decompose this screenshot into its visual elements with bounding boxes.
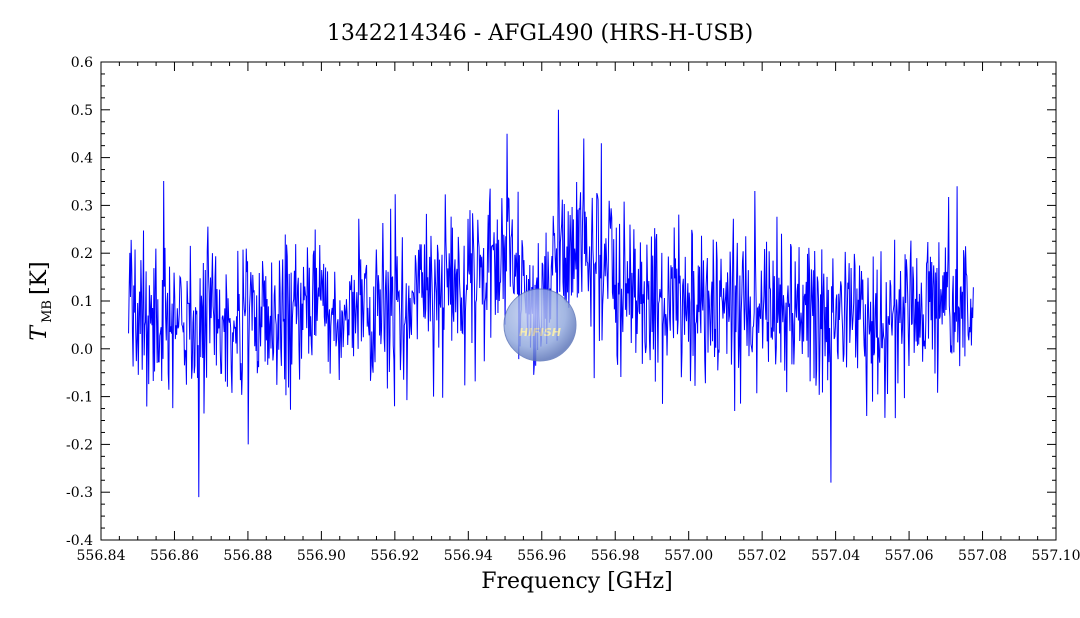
y-tick-label: 0.0 [71,342,93,358]
y-tick-label: -0.3 [66,485,93,501]
watermark-text: HIFISH [519,326,561,339]
x-tick-label: 557.08 [958,548,1007,564]
y-tick-label: -0.1 [66,390,93,406]
x-tick-label: 556.84 [77,548,126,564]
x-tick-label: 557.04 [811,548,860,564]
x-tick-label: 556.86 [150,548,199,564]
y-tick-label: 0.3 [71,198,93,214]
x-tick-labels: 556.84 556.86 556.88 556.90 556.92 556.94 556.… [77,548,1080,564]
x-tick-label: 556.96 [517,548,566,564]
x-tick-label: 557.06 [885,548,934,564]
y-axis-label-main: T [27,324,52,341]
x-tick-label: 557.02 [738,548,787,564]
x-tick-label: 557.10 [1032,548,1080,564]
y-tick-label: 0.5 [71,103,93,119]
y-tick-label: 0.1 [71,294,93,310]
x-tick-label: 556.92 [370,548,419,564]
axis-ticks [100,61,1057,541]
y-tick-label: -0.4 [66,533,93,549]
y-axis-label-sub: MB [40,300,55,323]
svg-text:TMB[K]: TMB [K] [27,261,55,340]
x-axis-label: Frequency [GHz] [481,569,673,594]
y-tick-label: 0.4 [71,151,93,167]
y-axis-label: TMB [K] [27,261,55,340]
y-tick-label: 0.6 [71,55,93,71]
chart-title: 1342214346 - AFGL490 (HRS-H-USB) [327,21,753,46]
y-tick-labels: 0.6 0.5 0.4 0.3 0.2 0.1 0.0 -0.1 -0.2 -0.3 -0.4 [66,55,93,549]
x-tick-label: 557.00 [664,548,713,564]
x-tick-label: 556.98 [591,548,640,564]
y-axis-label-unit: [K] [27,261,52,295]
y-tick-label: -0.2 [66,437,93,453]
y-tick-label: 0.2 [71,246,93,262]
x-tick-label: 556.88 [223,548,272,564]
watermark-globe [503,288,577,362]
hifi-watermark: HIFISH [503,288,577,362]
x-tick-label: 556.90 [297,548,346,564]
x-tick-label: 556.94 [444,548,493,564]
